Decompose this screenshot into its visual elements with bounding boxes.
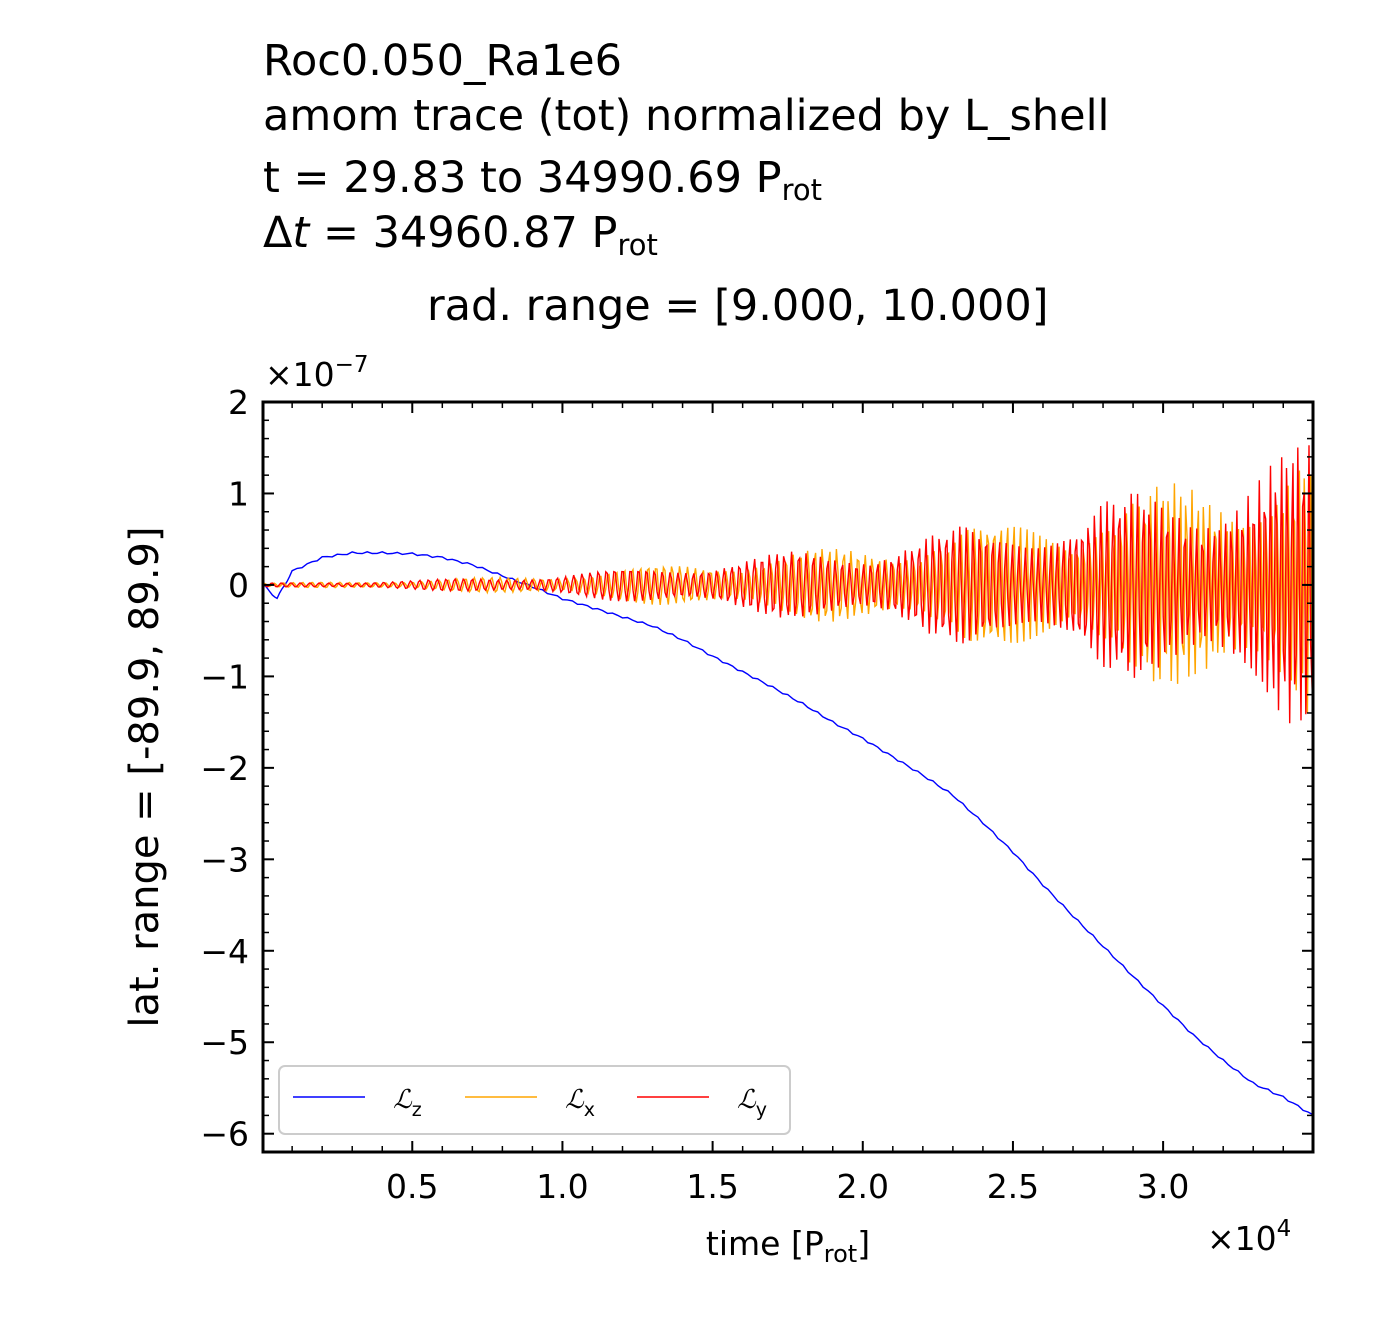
- x-offset-exp: 4: [1277, 1216, 1292, 1242]
- legend: ℒz ℒx ℒy: [278, 1065, 791, 1135]
- legend-lx-main: ℒ: [565, 1085, 585, 1115]
- x-tick-label: 0.5: [386, 1167, 438, 1206]
- tick-layer: 0.5 1.0 1.5 2.0 2.5 3.0 2 1 0 −1 −2 −3 −4 −5 −6: [200, 383, 1313, 1206]
- title-time-range-sub: rot: [781, 173, 823, 207]
- title-quantity: amom trace (tot) normalized by L_shell: [263, 91, 1110, 141]
- x-axis-label-sub: rot: [824, 1240, 857, 1268]
- x-offset-label: ×104: [1207, 1216, 1291, 1258]
- y-axis-label: lat. range = [-89.9, 89.9]: [122, 526, 168, 1027]
- title-delta-t: Δt = 34960.87 Prot: [263, 212, 658, 260]
- title-delta-t-text: = 34960.87 P: [309, 208, 618, 258]
- y-tick-label: 2: [228, 383, 249, 422]
- x-tick-label: 1.5: [686, 1167, 738, 1206]
- title-delta-t-sub: rot: [617, 228, 658, 262]
- y-tick-label: −3: [200, 840, 249, 879]
- plot-frame: [261, 400, 1315, 1154]
- x-tick-label: 2.5: [987, 1167, 1039, 1206]
- series-line-lx: [262, 470, 1313, 714]
- series-layer: [262, 445, 1314, 1116]
- y-tick-label: −5: [200, 1023, 249, 1062]
- legend-label-ly: ℒy: [737, 1085, 767, 1121]
- y-offset-label: ×10−7: [265, 352, 369, 394]
- y-tick-label: 0: [228, 566, 249, 605]
- title-time-range: t = 29.83 to 34990.69 Prot: [263, 157, 822, 205]
- legend-lx-sub: x: [584, 1099, 595, 1121]
- subtitle-radial-range: rad. range = [9.000, 10.000]: [427, 281, 1049, 331]
- delta-t-symbol: t: [292, 208, 310, 258]
- x-tick-label: 2.0: [837, 1167, 889, 1206]
- legend-label-lz: ℒz: [393, 1085, 422, 1121]
- x-tick-label: 1.0: [536, 1167, 588, 1206]
- x-axis-label-main: time [P: [706, 1224, 824, 1263]
- delta-symbol: Δ: [263, 208, 293, 258]
- y-tick-label: −1: [200, 657, 249, 696]
- legend-lz-sub: z: [412, 1099, 422, 1121]
- title-time-range-text: t = 29.83 to 34990.69 P: [263, 153, 782, 203]
- legend-label-lx: ℒx: [565, 1085, 595, 1121]
- y-tick-label: −4: [200, 932, 249, 971]
- x-axis-label-end: ]: [857, 1224, 870, 1263]
- title-run-name: Roc0.050_Ra1e6: [263, 36, 622, 86]
- x-axis-label: time [Prot]: [706, 1224, 870, 1268]
- x-tick-label: 3.0: [1137, 1167, 1189, 1206]
- legend-ly-sub: y: [756, 1099, 767, 1121]
- y-offset-base: ×10: [265, 355, 335, 394]
- series-line-lz: [262, 551, 1314, 1116]
- y-offset-exp: −7: [335, 352, 369, 378]
- y-tick-label: −6: [200, 1115, 249, 1154]
- legend-lz-main: ℒ: [393, 1085, 413, 1115]
- x-offset-base: ×10: [1207, 1219, 1277, 1258]
- y-tick-label: 1: [228, 474, 249, 513]
- legend-box: [278, 1065, 791, 1135]
- series-line-ly: [262, 445, 1313, 724]
- legend-ly-main: ℒ: [737, 1085, 757, 1115]
- y-tick-label: −2: [200, 749, 249, 788]
